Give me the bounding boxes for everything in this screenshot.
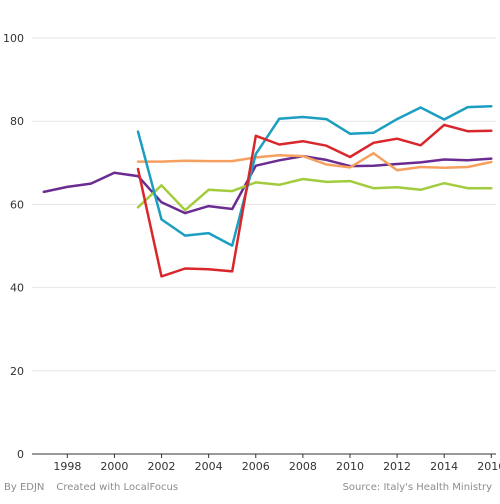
- series-layer: [42, 104, 493, 278]
- x-tick-label: 2006: [242, 460, 270, 473]
- x-tick-label: 2004: [195, 460, 223, 473]
- footer-credits: By EDJN Created with LocalFocus: [4, 482, 178, 493]
- series-line-2[interactable]: [136, 151, 493, 172]
- series-line-4[interactable]: [136, 104, 493, 247]
- x-tick-label: 2014: [430, 460, 458, 473]
- footer-created-with[interactable]: Created with LocalFocus: [56, 482, 179, 493]
- y-tick-label: 40: [10, 282, 24, 295]
- x-tick-label: 2010: [336, 460, 364, 473]
- y-tick-label: 20: [10, 365, 24, 378]
- series-line-1[interactable]: [42, 154, 493, 215]
- x-tick-label: 2008: [289, 460, 317, 473]
- series-line-3[interactable]: [136, 177, 493, 212]
- y-tick-label: 80: [10, 115, 24, 128]
- y-tick-label: 60: [10, 198, 24, 211]
- y-tick-label: 0: [17, 448, 24, 461]
- x-tick-label: 2002: [148, 460, 176, 473]
- x-tick-label: 2016: [477, 460, 500, 473]
- x-tick-label: 2012: [383, 460, 411, 473]
- x-tick-label: 2000: [100, 460, 128, 473]
- axis-layer: 0 20 40 60 80 100 1998 2000 2002 2004 2006 2008 2010…: [3, 32, 500, 473]
- footer-source: Source: Italy's Health Ministry: [342, 482, 492, 493]
- footer-by: By EDJN: [4, 482, 45, 493]
- x-tick-label: 1998: [53, 460, 81, 473]
- y-tick-label: 100: [3, 32, 24, 45]
- series-line-5[interactable]: [136, 123, 493, 278]
- grid-layer: [32, 37, 496, 372]
